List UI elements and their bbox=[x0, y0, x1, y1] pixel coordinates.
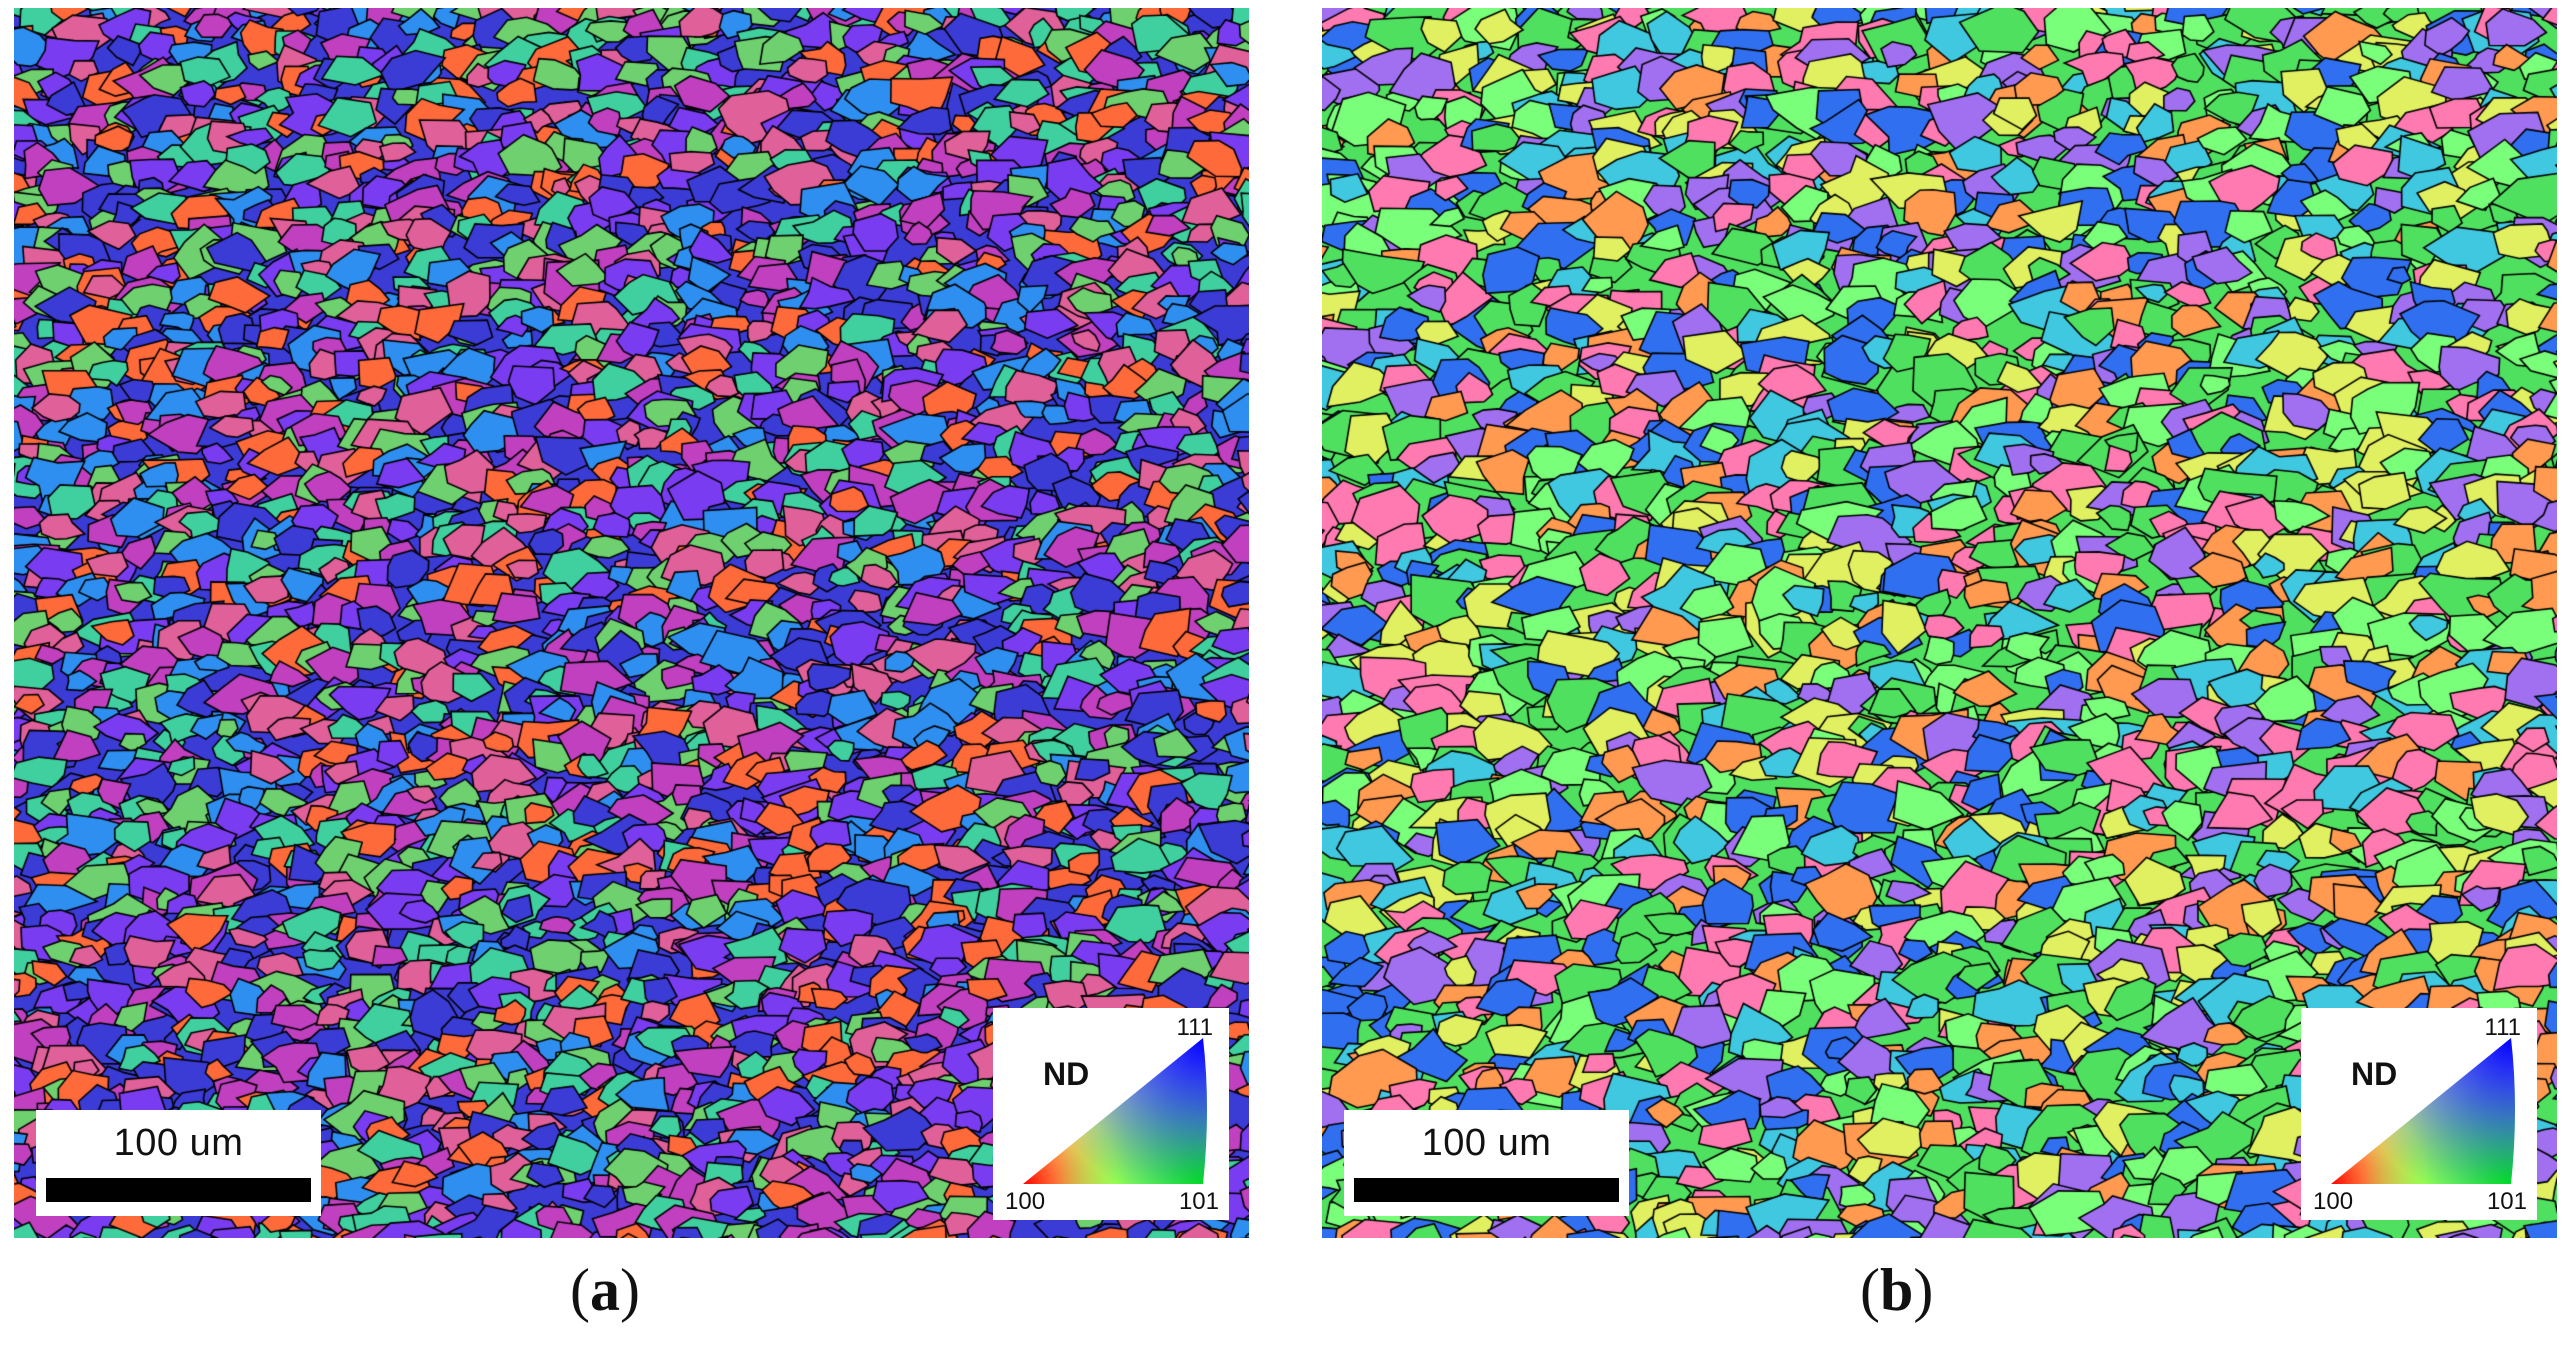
caption-letter-b: b bbox=[1879, 1257, 1914, 1323]
scale-bar-label-b: 100 um bbox=[1421, 1122, 1552, 1164]
caption-close-a: ) bbox=[619, 1257, 640, 1323]
ipf-legend-b: ND 111 100 101 bbox=[2301, 1008, 2537, 1220]
ebsd-map-b: 100 um bbox=[1322, 8, 2557, 1238]
caption-a: (a) bbox=[570, 1256, 640, 1325]
legend-corner-101-b: 101 bbox=[2486, 1188, 2527, 1215]
legend-title-a: ND bbox=[1043, 1056, 1090, 1092]
legend-corner-111-b: 111 bbox=[2484, 1014, 2521, 1041]
legend-corner-100-b: 100 bbox=[2313, 1188, 2354, 1215]
caption-letter-a: a bbox=[589, 1257, 620, 1323]
legend-corner-111-a: 111 bbox=[1176, 1014, 1213, 1041]
caption-b: (b) bbox=[1860, 1256, 1933, 1325]
caption-open-a: ( bbox=[570, 1257, 590, 1323]
legend-title-b: ND bbox=[2351, 1056, 2398, 1092]
scale-bar-line-a bbox=[46, 1178, 311, 1202]
caption-close-b: ) bbox=[1913, 1257, 1934, 1323]
legend-corner-101-a: 101 bbox=[1178, 1188, 1219, 1215]
legend-corner-100-a: 100 bbox=[1005, 1188, 1046, 1215]
scale-bar-label-a: 100 um bbox=[113, 1122, 244, 1164]
ipf-triangle-icon-a bbox=[1023, 1038, 1207, 1184]
scale-bar-line-b bbox=[1354, 1178, 1619, 1202]
scale-bar-a: 100 um bbox=[36, 1110, 321, 1216]
scale-bar-b: 100 um bbox=[1344, 1110, 1629, 1216]
ebsd-map-a: 100 um bbox=[14, 8, 1249, 1238]
caption-open-b: ( bbox=[1860, 1257, 1880, 1323]
ipf-legend-a: ND 111 100 101 bbox=[993, 1008, 1229, 1220]
ipf-triangle-icon-b bbox=[2331, 1038, 2515, 1184]
